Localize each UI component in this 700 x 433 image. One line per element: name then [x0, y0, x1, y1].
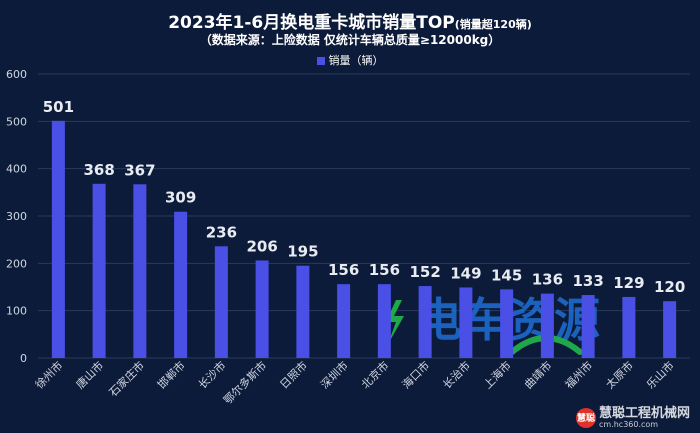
x-tick-label: 徐州市: [32, 358, 65, 391]
lightning-icon: [386, 300, 404, 344]
x-tick-label: 邯郸市: [155, 358, 188, 391]
bar: [377, 284, 391, 358]
x-tick-label: 乐山市: [644, 358, 677, 391]
bar: [296, 265, 310, 358]
y-tick-label: 500: [6, 115, 27, 128]
bar-value-label: 206: [246, 237, 277, 255]
bar: [540, 293, 554, 358]
bar-value-label: 501: [43, 98, 74, 116]
bar-value-label: 309: [165, 189, 196, 207]
x-tick-label: 海口市: [399, 358, 432, 391]
site-name: 慧聪工程机械网: [598, 405, 690, 421]
bar: [459, 287, 473, 358]
grid-lines: [38, 73, 690, 359]
bar: [92, 183, 106, 358]
site-badge-icon: 慧聪: [575, 407, 596, 428]
bar: [214, 246, 228, 358]
x-tick-label: 曲靖市: [521, 358, 554, 391]
legend[interactable]: 销量（辆）: [0, 52, 700, 68]
x-tick-label: 福州市: [562, 358, 595, 391]
legend-swatch: [316, 57, 325, 65]
bar-value-label: 156: [369, 261, 400, 279]
bar: [255, 260, 269, 358]
x-tick-label: 长沙市: [195, 358, 228, 391]
bar-value-label: 136: [532, 271, 563, 289]
bar-value-label: 120: [654, 278, 685, 296]
y-tick-label: 600: [6, 68, 27, 81]
bar-value-label: 367: [124, 161, 155, 179]
bar: [500, 289, 514, 358]
y-tick-label: 300: [6, 210, 27, 223]
watermark-logo: 电车资源: [386, 293, 600, 355]
x-axis-ticks: 徐州市 唐山市 石家庄市 邯郸市 长沙市鄂尔多斯市 日照市 深圳市 北京市 海口市 长治市 上海市曲…: [32, 358, 676, 407]
bar-value-label: 149: [450, 264, 481, 282]
chart-subtitle: （数据来源：上险数据 仅统计车辆总质量≥12000kg）: [199, 33, 501, 47]
x-tick-label: 石家庄市: [106, 358, 147, 399]
bar: [51, 120, 65, 358]
chart-title-suffix: (销量超120辆): [454, 18, 532, 31]
site-watermark: 慧聪 慧聪工程机械网 cm.hc360.com: [575, 405, 690, 429]
bar-value-label: 133: [572, 272, 603, 290]
bar-value-label: 152: [409, 263, 440, 281]
x-tick-label: 北京市: [358, 358, 391, 391]
x-tick-label: 唐山市: [73, 358, 106, 391]
x-tick-label: 上海市: [481, 358, 514, 391]
bar: [622, 296, 636, 358]
x-tick-label: 太原市: [603, 358, 636, 391]
bar: [337, 284, 351, 358]
data-labels: 501 368 367 309 236 206 195 156 156 152 149 145 136 1…: [43, 98, 686, 296]
x-tick-label: 鄂尔多斯市: [220, 358, 269, 407]
bar: [174, 211, 188, 358]
bar-value-label: 195: [287, 243, 318, 261]
bar-value-label: 368: [83, 161, 114, 179]
chart-title-text: 2023年1-6月换电重卡城市销量TOP: [168, 13, 455, 33]
chart-title: 2023年1-6月换电重卡城市销量TOP(销量超120辆): [0, 8, 700, 33]
bar-value-label: 129: [613, 274, 644, 292]
site-url: cm.hc360.com: [598, 419, 659, 429]
x-tick-label: 长治市: [440, 358, 473, 391]
y-tick-label: 0: [20, 352, 27, 365]
y-axis-ticks: 0 100 200 300 400 500 600: [6, 68, 27, 365]
bar-value-label: 145: [491, 266, 522, 284]
bar-value-label: 236: [206, 223, 237, 241]
bars: [51, 120, 677, 358]
bar: [133, 184, 147, 358]
bar-value-label: 156: [328, 261, 359, 279]
bar: [418, 286, 432, 358]
y-tick-label: 100: [6, 305, 27, 318]
legend-label: 销量（辆）: [328, 54, 384, 67]
x-tick-label: 日照市: [277, 358, 310, 391]
x-tick-label: 深圳市: [318, 358, 351, 391]
bar: [663, 301, 677, 358]
bar: [581, 295, 595, 358]
y-tick-label: 400: [6, 163, 27, 176]
y-tick-label: 200: [6, 257, 27, 270]
